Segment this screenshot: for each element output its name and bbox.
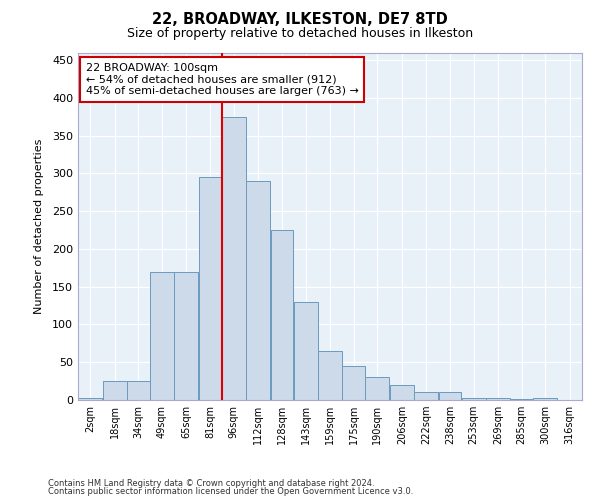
Bar (486, 398, 510, 400)
Bar (414, 392, 438, 400)
Text: Contains public sector information licensed under the Open Government Licence v3: Contains public sector information licen… (48, 487, 413, 496)
Bar (78, 398, 102, 400)
Bar (318, 351, 342, 400)
Bar (246, 181, 270, 400)
Text: Size of property relative to detached houses in Ilkeston: Size of property relative to detached ho… (127, 28, 473, 40)
Text: 22 BROADWAY: 100sqm
← 54% of detached houses are smaller (912)
45% of semi-detac: 22 BROADWAY: 100sqm ← 54% of detached ho… (86, 63, 358, 96)
Bar (293, 302, 317, 400)
Bar (222, 116, 246, 400)
Bar (150, 272, 174, 400)
Bar (533, 398, 557, 400)
Bar (511, 399, 533, 400)
Bar (199, 177, 221, 400)
Bar (343, 366, 365, 400)
Y-axis label: Number of detached properties: Number of detached properties (34, 138, 44, 314)
Bar (103, 381, 127, 400)
Bar (439, 392, 461, 400)
Bar (461, 398, 485, 400)
Text: 22, BROADWAY, ILKESTON, DE7 8TD: 22, BROADWAY, ILKESTON, DE7 8TD (152, 12, 448, 28)
Text: Contains HM Land Registry data © Crown copyright and database right 2024.: Contains HM Land Registry data © Crown c… (48, 478, 374, 488)
Bar (175, 272, 199, 400)
Bar (390, 385, 414, 400)
Bar (365, 378, 389, 400)
Bar (271, 230, 293, 400)
Bar (127, 381, 149, 400)
